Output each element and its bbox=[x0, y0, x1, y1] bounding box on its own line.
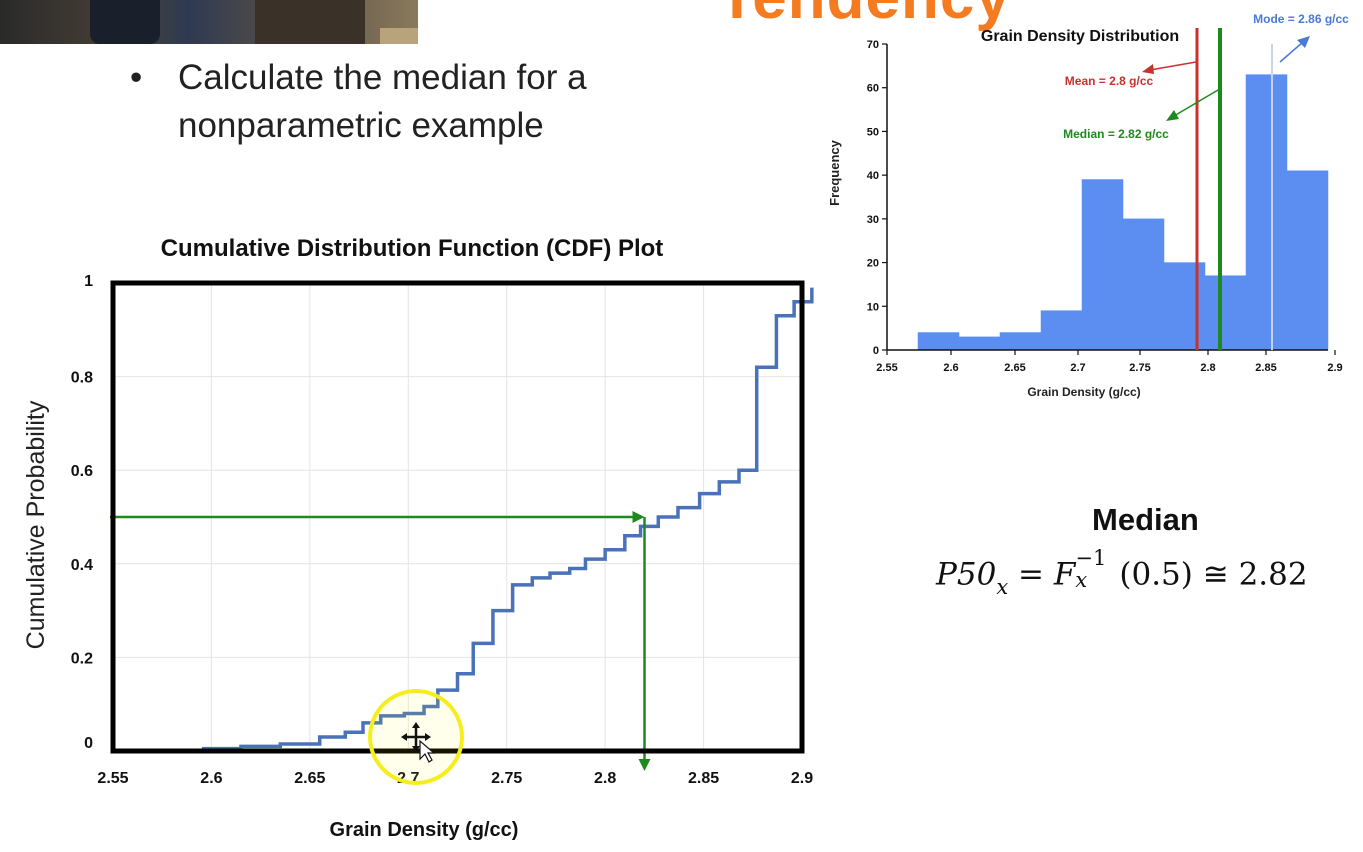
histogram-y-tick-label: 70 bbox=[867, 39, 879, 51]
histogram-axes bbox=[886, 44, 1328, 351]
formula-value: 2.82 bbox=[1238, 556, 1308, 593]
cdf-y-tick-label: 0.2 bbox=[71, 650, 93, 667]
cdf-y-tick-label: 0.6 bbox=[71, 463, 93, 480]
histogram-bar bbox=[1163, 262, 1206, 351]
histogram-y-tick-label: 0 bbox=[873, 345, 879, 357]
cdf-chart: Cumulative Distribution Function (CDF) P… bbox=[22, 235, 814, 841]
histogram-x-tick-label: 2.8 bbox=[1200, 362, 1215, 374]
histogram-y-tick-label: 50 bbox=[867, 126, 879, 138]
cdf-y-tick-label: 1 bbox=[84, 273, 93, 290]
formula-equals: = bbox=[1018, 556, 1044, 593]
histogram-bar bbox=[1081, 179, 1124, 351]
formula-inverse-superscript: −1 bbox=[1075, 546, 1107, 570]
mean-arrowhead bbox=[1142, 64, 1154, 74]
slide-title: Tendency bbox=[718, 0, 1011, 33]
cdf-x-tick-label: 2.55 bbox=[97, 770, 128, 787]
cdf-x-tick-label: 2.9 bbox=[791, 770, 813, 787]
histogram-bar bbox=[999, 332, 1042, 351]
histogram-bar bbox=[958, 336, 1001, 351]
cdf-median-arrows bbox=[110, 511, 651, 771]
cdf-step-line bbox=[181, 287, 814, 753]
histogram-chart: Grain Density Distribution Frequency Gra… bbox=[827, 12, 1349, 399]
formula-approx: ≅ bbox=[1202, 556, 1229, 593]
median-leader-arrow bbox=[1173, 89, 1219, 117]
cdf-x-tick-labels: 2.552.62.652.72.752.82.852.9 bbox=[97, 770, 813, 787]
histogram-x-tick-labels: 2.55 2.6 2.65 2.7 2.75 2.8 2.85 2.9 bbox=[876, 350, 1343, 374]
histogram-y-axis-label: Frequency bbox=[827, 139, 842, 206]
histogram-y-tick-labels: 0 10 20 30 40 50 60 70 bbox=[867, 39, 887, 357]
cdf-x-axis-label: Grain Density (g/cc) bbox=[330, 819, 519, 841]
formula-argument: (0.5) bbox=[1119, 556, 1193, 593]
histogram-x-tick-label: 2.55 bbox=[876, 362, 897, 374]
formula-function: F bbox=[1053, 556, 1076, 593]
mean-leader-arrow bbox=[1149, 61, 1197, 71]
histogram-bar bbox=[917, 332, 960, 351]
cdf-arrowhead bbox=[638, 759, 651, 771]
cdf-x-tick-label: 2.65 bbox=[294, 770, 325, 787]
cdf-plot-frame bbox=[110, 280, 805, 754]
histogram-bar bbox=[1286, 170, 1329, 351]
histogram-stat-markers: Mean = 2.8 g/cc Median = 2.82 g/cc Mode … bbox=[1063, 12, 1349, 350]
mode-arrowhead bbox=[1297, 36, 1310, 48]
histogram-bars bbox=[917, 74, 1329, 351]
mode-leader-arrow bbox=[1279, 41, 1304, 63]
histogram-y-tick-label: 40 bbox=[867, 170, 879, 182]
presenter-figure bbox=[90, 0, 160, 44]
histogram-x-axis-label: Grain Density (g/cc) bbox=[1027, 385, 1140, 399]
cdf-x-tick-label: 2.85 bbox=[688, 770, 719, 787]
mode-label: Mode = 2.86 g/cc bbox=[1253, 12, 1349, 26]
histogram-bar bbox=[1245, 74, 1288, 351]
presenter-video-thumbnail bbox=[0, 0, 418, 44]
cdf-y-tick-label: 0.4 bbox=[71, 557, 93, 574]
cdf-x-tick-label: 2.6 bbox=[200, 770, 222, 787]
median-label: Median = 2.82 g/cc bbox=[1063, 127, 1169, 141]
formula-lhs: P50 bbox=[936, 556, 997, 593]
bullet-marker: • bbox=[130, 58, 143, 97]
background-object bbox=[380, 28, 418, 44]
histogram-x-tick-label: 2.6 bbox=[943, 362, 958, 374]
histogram-bar bbox=[1122, 218, 1165, 351]
histogram-x-tick-label: 2.7 bbox=[1070, 362, 1085, 374]
cdf-x-tick-label: 2.8 bbox=[594, 770, 616, 787]
cdf-y-axis-label: Cumulative Probability bbox=[22, 400, 50, 649]
cdf-title: Cumulative Distribution Function (CDF) P… bbox=[161, 235, 664, 262]
cdf-x-tick-label: 2.75 bbox=[491, 770, 522, 787]
formula-lhs-subscript: x bbox=[996, 574, 1009, 599]
median-arrowhead bbox=[1166, 110, 1179, 121]
move-cursor-icon bbox=[401, 722, 436, 763]
cdf-y-tick-labels: 0 0.2 0.4 0.6 0.8 1 bbox=[71, 273, 93, 752]
median-formula: P50x = F −1 x (0.5) ≅ 2.82 bbox=[936, 546, 1308, 599]
median-heading: Median bbox=[1092, 502, 1199, 537]
histogram-x-tick-label: 2.75 bbox=[1129, 362, 1150, 374]
histogram-bar bbox=[1040, 310, 1083, 351]
histogram-bar bbox=[1204, 275, 1247, 351]
bullet-text: Calculate the median for a nonparametric… bbox=[178, 58, 587, 145]
cdf-arrowhead bbox=[632, 511, 645, 523]
background-object bbox=[255, 0, 365, 44]
histogram-x-tick-label: 2.85 bbox=[1255, 362, 1276, 374]
cdf-y-tick-label: 0 bbox=[84, 735, 93, 752]
histogram-y-tick-label: 10 bbox=[867, 301, 879, 313]
cdf-y-tick-label: 0.8 bbox=[71, 370, 93, 387]
formula-function-subscript: x bbox=[1075, 568, 1088, 592]
histogram-x-tick-label: 2.9 bbox=[1327, 362, 1342, 374]
histogram-y-tick-label: 30 bbox=[867, 214, 879, 226]
histogram-y-tick-label: 20 bbox=[867, 258, 879, 270]
histogram-y-tick-label: 60 bbox=[867, 83, 879, 95]
histogram-x-tick-label: 2.65 bbox=[1004, 362, 1025, 374]
mean-label: Mean = 2.8 g/cc bbox=[1065, 74, 1154, 88]
histogram-title: Grain Density Distribution bbox=[981, 28, 1179, 45]
